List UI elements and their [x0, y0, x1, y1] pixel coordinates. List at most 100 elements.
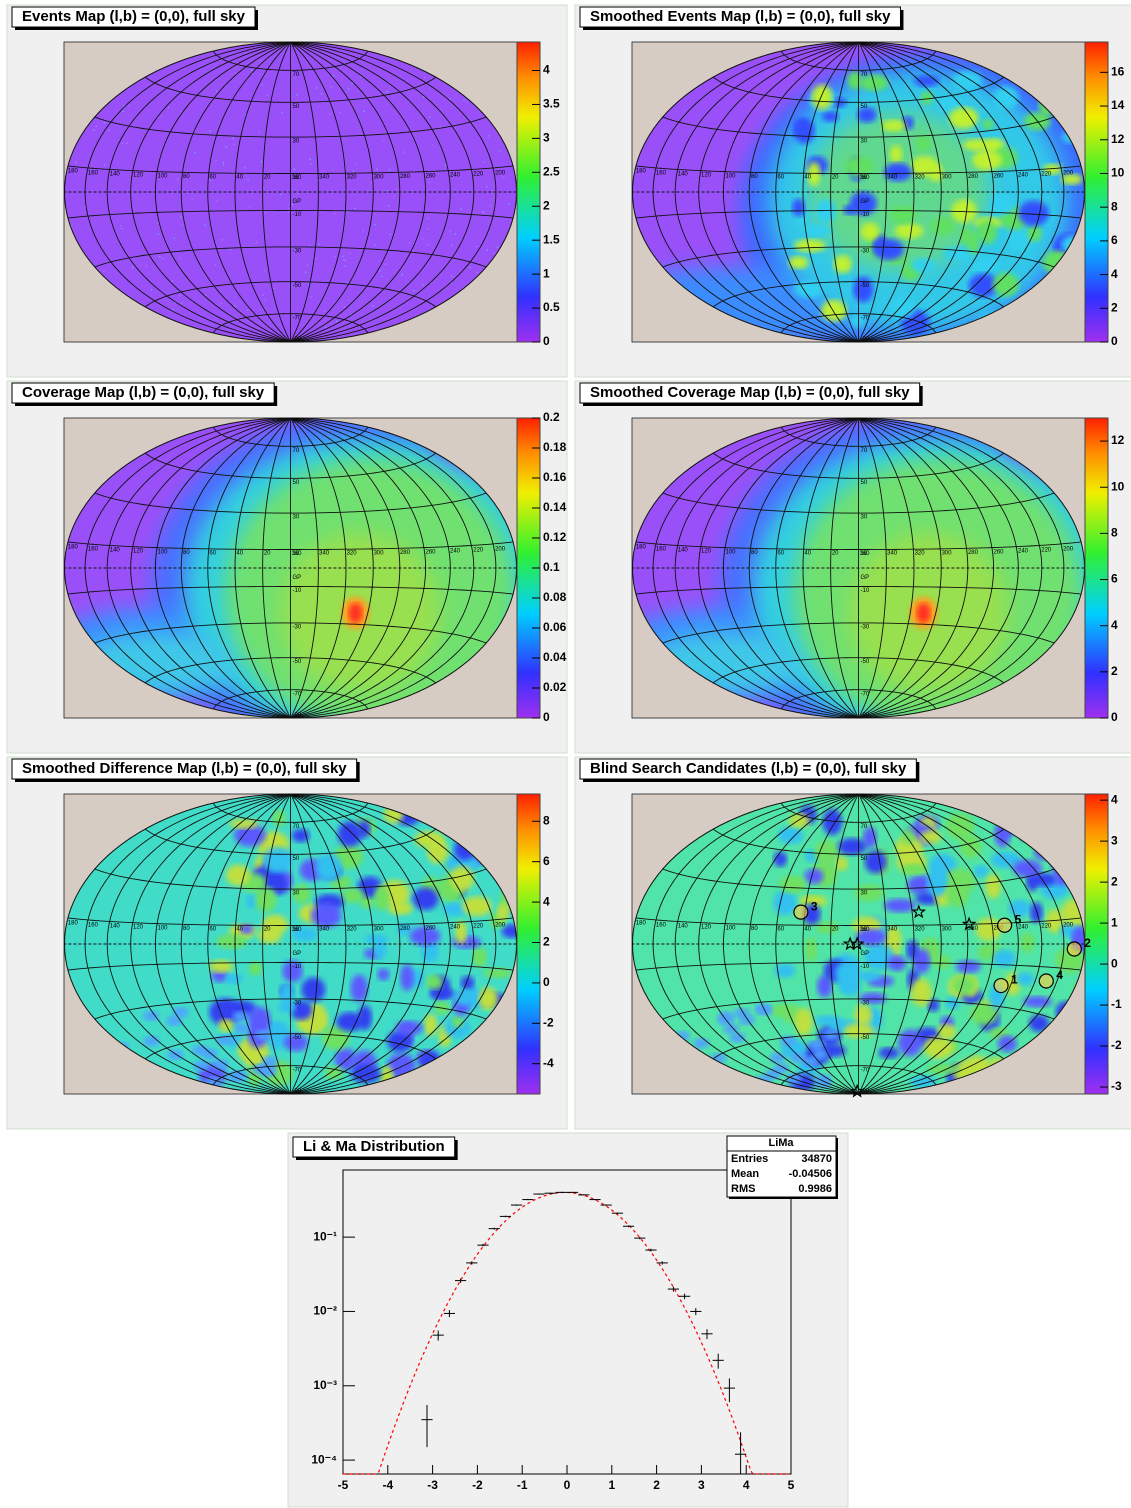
lon-label: 320: [347, 175, 358, 181]
meridian: [858, 417, 887, 719]
lat-label: 90: [293, 43, 300, 49]
meridian: [674, 793, 859, 1095]
color-tick-label: -1: [1111, 997, 1122, 1011]
bin-point: [466, 1261, 478, 1265]
color-tick-label: 0: [1111, 334, 1118, 348]
x-tick-label: 1: [608, 1478, 615, 1492]
lon-label: 40: [804, 551, 811, 557]
lat-label: -30: [861, 248, 870, 254]
lat-label: -10: [293, 964, 302, 970]
lon-label: 300: [374, 174, 385, 180]
parallel: [67, 962, 514, 971]
parallel: [67, 541, 514, 550]
meridian: [290, 793, 319, 1095]
lat-label: -90: [861, 713, 870, 719]
lat-label: -50: [293, 1035, 302, 1041]
lat-label: -50: [861, 659, 870, 665]
meridian: [830, 793, 859, 1095]
lon-label: 280: [400, 926, 411, 932]
lon-label: 140: [678, 924, 689, 930]
bin-point: [667, 1286, 679, 1292]
lon-label: 180: [68, 169, 79, 175]
lon-label: 160: [88, 170, 99, 176]
stats-name: RMS: [731, 1183, 755, 1195]
parallel: [212, 1065, 369, 1086]
lon-label: 180: [636, 169, 647, 175]
lon-label: 100: [157, 173, 168, 179]
color-tick-label: -3: [1111, 1079, 1122, 1093]
panel-title: Li & Ma Distribution: [303, 1138, 445, 1155]
lon-label: 300: [374, 550, 385, 556]
bin-point: [555, 1191, 567, 1193]
color-tick-label: 4: [1111, 267, 1118, 281]
parallel: [212, 313, 369, 334]
meridian: [262, 417, 291, 719]
lat-label: 90: [293, 419, 300, 425]
parallel: [212, 689, 369, 710]
bin-point: [522, 1198, 534, 1201]
candidate-marker: [1066, 941, 1082, 957]
lon-label: 60: [209, 550, 216, 556]
parallel: [94, 246, 487, 268]
title-frame: [11, 382, 275, 404]
bin-point: [578, 1194, 590, 1196]
lon-label: 260: [994, 549, 1005, 555]
lat-label: -30: [293, 1000, 302, 1006]
meridian: [207, 417, 291, 719]
lat-label: -90: [293, 337, 302, 343]
meridian: [262, 793, 291, 1095]
bin-point: [690, 1308, 702, 1316]
lon-label: 140: [678, 172, 689, 178]
parallel: [780, 689, 937, 710]
color-tick-label: 2: [1111, 874, 1118, 888]
lon-label: 60: [209, 926, 216, 932]
color-bar: [516, 793, 541, 1095]
lon-label: 360: [292, 551, 303, 557]
color-tick-label: 12: [1111, 132, 1125, 146]
lon-label: 360: [860, 175, 871, 181]
lon-label: 280: [968, 174, 979, 180]
lat-label: GP: [861, 199, 870, 205]
lon-label: 80: [751, 926, 758, 932]
meridian: [207, 793, 291, 1095]
parallel: [145, 281, 436, 308]
meridian: [858, 417, 942, 719]
color-tick-label: 6: [1111, 233, 1118, 247]
parallel: [635, 210, 1082, 219]
bin-point: [679, 1293, 691, 1300]
color-tick-label: 8: [1111, 199, 1118, 213]
lon-label: 200: [1063, 546, 1074, 552]
lat-label: 90: [861, 43, 868, 49]
lon-label: 80: [751, 174, 758, 180]
parallel: [635, 165, 1082, 174]
color-tick-label: 6: [543, 854, 550, 868]
bin-point: [634, 1237, 646, 1240]
title-frame: [292, 1136, 456, 1158]
lon-label: 40: [804, 175, 811, 181]
lat-label: 50: [293, 104, 300, 110]
lon-label: 120: [133, 925, 144, 931]
bin-point: [477, 1243, 489, 1247]
lat-label: 70: [293, 448, 300, 454]
lat-label: -90: [861, 337, 870, 343]
parallel: [662, 868, 1055, 890]
stats-frame: [726, 1135, 837, 1198]
lon-label: 220: [1041, 924, 1052, 930]
color-bar: [1084, 41, 1109, 343]
lon-label: 240: [450, 925, 461, 931]
color-tick-label: 6: [1111, 572, 1118, 586]
bin-point: [656, 1261, 668, 1265]
bin-point: [443, 1310, 455, 1318]
star-marker: [911, 904, 927, 919]
lat-label: -70: [293, 691, 302, 697]
color-tick-label: 0.04: [543, 650, 567, 664]
lat-label: GP: [293, 575, 302, 581]
lon-label: 260: [994, 173, 1005, 179]
lat-label: 10: [861, 175, 868, 181]
lon-label: 300: [374, 926, 385, 932]
lat-label: -50: [293, 659, 302, 665]
stats-value: -0.04506: [789, 1168, 832, 1180]
lat-label: 10: [293, 551, 300, 557]
